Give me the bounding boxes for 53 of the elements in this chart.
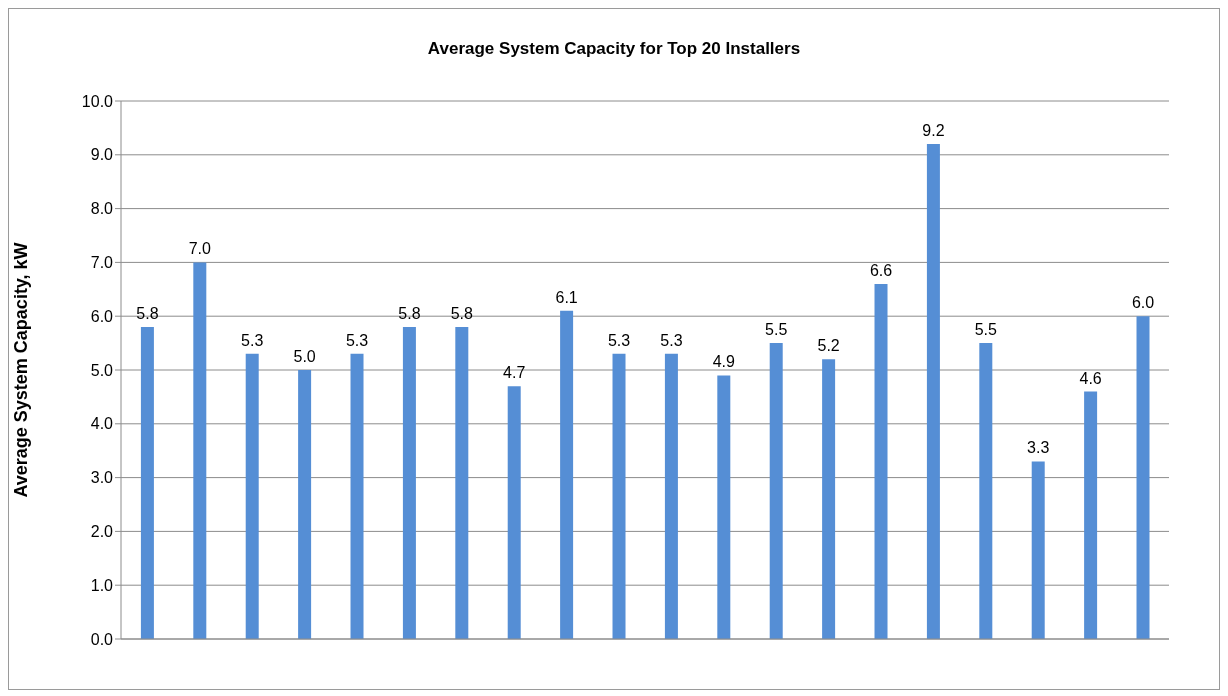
bar	[822, 359, 836, 639]
data-label: 6.1	[555, 288, 578, 306]
data-label: 4.9	[712, 353, 736, 371]
data-label: 4.6	[1079, 369, 1102, 387]
bar	[507, 386, 521, 639]
data-label: 5.3	[607, 331, 631, 349]
y-tick-label: 1.0	[90, 576, 114, 594]
data-label: 6.0	[1131, 294, 1155, 312]
bar	[926, 144, 940, 639]
data-label: 5.5	[765, 321, 788, 339]
y-tick-label: 5.0	[90, 361, 114, 379]
data-label: 5.3	[241, 331, 264, 349]
bar	[193, 262, 207, 639]
data-label: 3.3	[1027, 439, 1050, 457]
bar	[769, 343, 783, 639]
data-label: 5.2	[817, 337, 840, 355]
data-label: 5.8	[398, 304, 421, 322]
data-label: 5.5	[974, 321, 998, 339]
y-tick-label: 7.0	[90, 254, 114, 272]
data-label: 7.0	[188, 240, 212, 258]
chart-title: Average System Capacity for Top 20 Installers	[426, 39, 802, 59]
data-label: 5.3	[660, 331, 683, 349]
bar	[455, 326, 469, 639]
bar	[1136, 316, 1150, 639]
y-tick-label: 2.0	[90, 523, 114, 541]
bar	[612, 353, 626, 639]
data-label: 4.7	[503, 364, 526, 382]
bar	[874, 283, 888, 639]
bar	[298, 370, 312, 639]
bar	[1031, 461, 1045, 639]
data-label: 5.8	[450, 304, 474, 322]
bar	[245, 353, 259, 639]
data-label: 6.6	[869, 261, 893, 279]
y-axis-title: Average System Capacity, kW	[11, 242, 32, 498]
y-tick-label: 0.0	[90, 630, 114, 648]
bar	[350, 353, 364, 639]
bar	[140, 326, 154, 639]
y-tick-label: 8.0	[90, 200, 114, 218]
bar	[402, 326, 416, 639]
y-tick-label: 9.0	[90, 146, 114, 164]
bar	[717, 375, 731, 639]
y-tick-label: 4.0	[90, 415, 114, 433]
bar	[1084, 391, 1098, 639]
data-label: 5.3	[345, 331, 369, 349]
y-tick-label: 10.0	[81, 92, 114, 110]
data-label: 9.2	[922, 122, 945, 140]
y-tick-label: 6.0	[90, 307, 114, 325]
bar	[979, 343, 993, 639]
bar	[560, 310, 574, 639]
y-tick-label: 3.0	[90, 469, 114, 487]
data-label: 5.8	[136, 304, 159, 322]
data-label: 5.0	[293, 348, 316, 365]
bar	[664, 353, 678, 639]
